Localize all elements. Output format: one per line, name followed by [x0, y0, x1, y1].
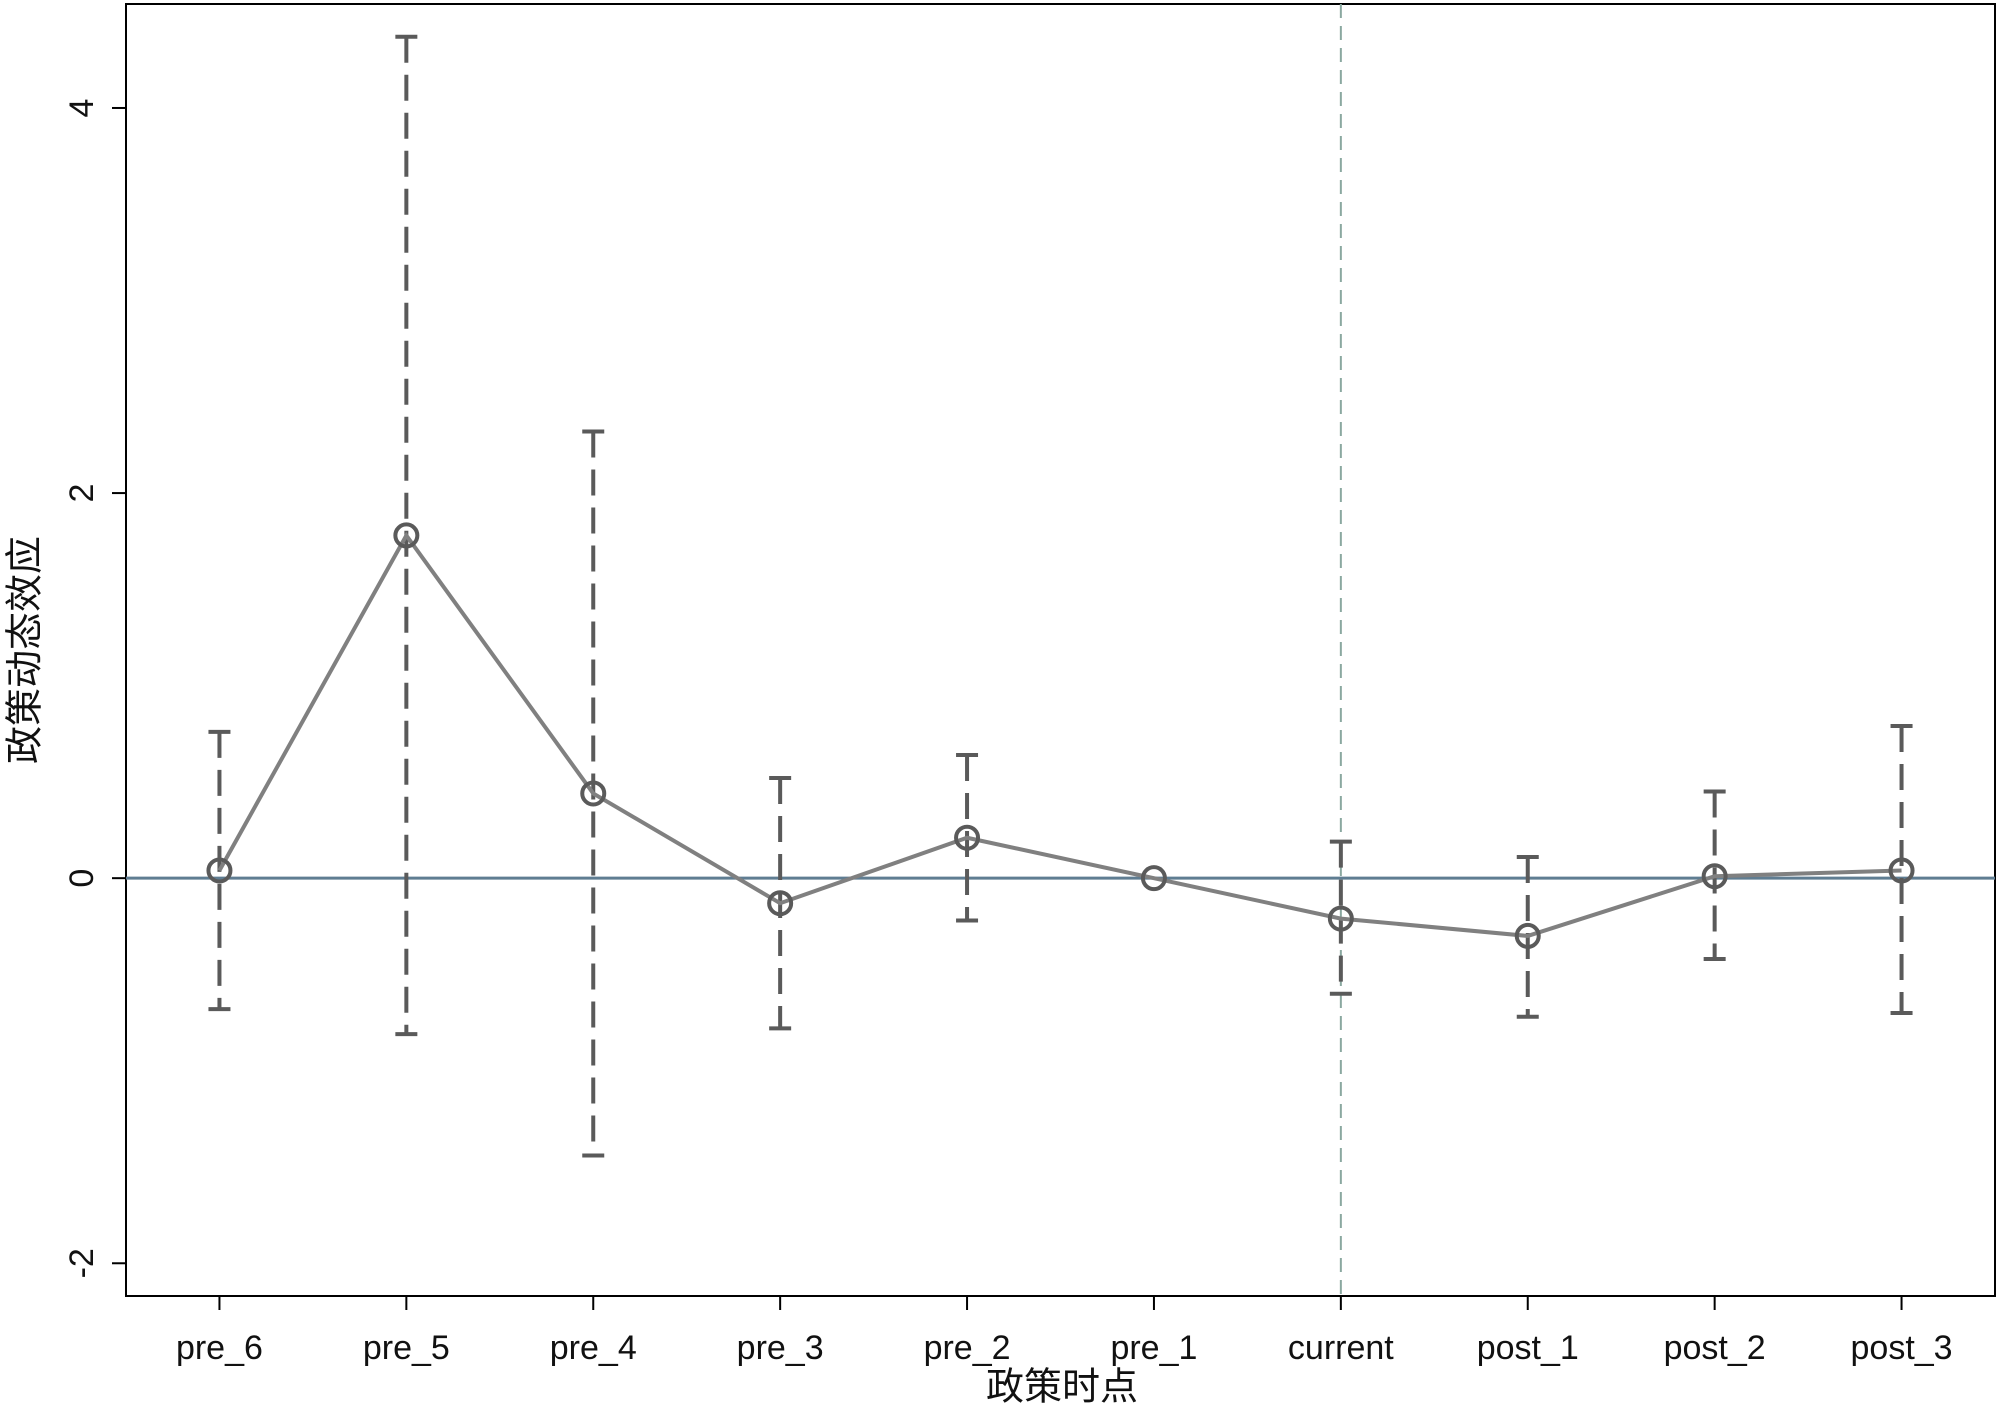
point-marker: [1327, 905, 1354, 932]
y-tick-label: 4: [63, 99, 101, 118]
y-axis-label: 政策动态效应: [3, 536, 47, 764]
x-tick-label: post_2: [1664, 1329, 1766, 1367]
y-tick-label: 2: [63, 484, 101, 503]
point-marker: [1140, 865, 1167, 892]
x-tick-label: pre_3: [737, 1329, 824, 1367]
y-tick-label: 0: [63, 869, 101, 888]
x-tick-label: post_1: [1477, 1329, 1579, 1367]
point-marker: [1514, 922, 1541, 949]
x-tick-label: current: [1288, 1329, 1394, 1367]
point-marker: [206, 857, 233, 884]
x-tick-label: pre_2: [924, 1329, 1011, 1367]
point-marker: [580, 780, 607, 807]
point-marker: [1888, 857, 1915, 884]
x-tick-label: pre_6: [176, 1329, 263, 1367]
series-line: [217, 531, 1902, 938]
x-tick-label: pre_5: [363, 1329, 450, 1367]
plot-frame: [125, 3, 1996, 1297]
point-marker: [767, 890, 794, 917]
point-marker: [1701, 863, 1728, 890]
x-axis-label: 政策时点: [986, 1365, 1138, 1409]
x-tick-label: pre_1: [1110, 1329, 1197, 1367]
point-marker: [393, 522, 420, 549]
point-marker: [954, 824, 981, 851]
x-tick-label: post_3: [1851, 1329, 1953, 1367]
y-tick-label: -2: [63, 1248, 101, 1278]
error-bar: [1890, 724, 1913, 1015]
x-tick-label: pre_4: [550, 1329, 637, 1367]
